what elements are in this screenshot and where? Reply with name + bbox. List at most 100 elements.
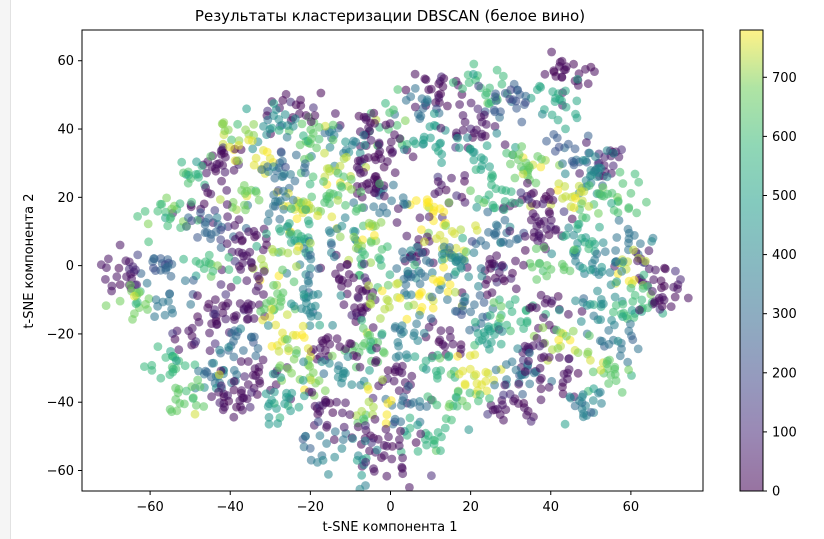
scatter-point (497, 185, 507, 195)
scatter-point (496, 339, 506, 349)
scatter-point (233, 119, 243, 129)
scatter-point (290, 114, 300, 124)
scatter-point (444, 198, 454, 207)
scatter-point (264, 419, 274, 429)
scatter-point (182, 222, 191, 231)
scatter-point (434, 187, 444, 197)
scatter-point (165, 214, 175, 224)
scatter-point (261, 389, 271, 399)
scatter-point (342, 260, 352, 270)
scatter-point (471, 370, 481, 379)
scatter-point (471, 165, 481, 175)
scatter-point (325, 188, 335, 198)
scatter-point (507, 307, 517, 317)
scatter-point (360, 338, 369, 348)
scatter-point (306, 264, 315, 273)
scatter-point (149, 254, 159, 264)
scatter-point (379, 451, 389, 460)
scatter-point (312, 143, 321, 153)
scatter-point (325, 359, 334, 368)
scatter-point (330, 452, 340, 462)
scatter-point (406, 399, 415, 409)
scatter-point (395, 435, 404, 444)
scatter-point (469, 59, 479, 69)
scatter-point (525, 303, 535, 313)
scatter-point (476, 153, 486, 163)
scatter-point (596, 315, 605, 324)
scatter-point (151, 266, 160, 275)
scatter-point (347, 380, 357, 389)
scatter-point (547, 47, 556, 57)
scatter-point (624, 204, 634, 214)
scatter-point (670, 292, 680, 302)
scatter-point (583, 347, 593, 357)
scatter-point (465, 388, 475, 398)
scatter-point (369, 108, 379, 118)
scatter-point (171, 395, 181, 404)
scatter-point (204, 299, 214, 309)
scatter-point (355, 484, 365, 491)
scatter-point (320, 148, 329, 158)
scatter-point (626, 319, 635, 329)
scatter-point (282, 132, 292, 142)
scatter-point (505, 300, 515, 310)
colorbar-tick-label: 500 (772, 189, 797, 204)
scatter-point (364, 281, 373, 290)
scatter-point (594, 209, 603, 218)
scatter-point (553, 115, 563, 125)
scatter-point (453, 255, 462, 265)
scatter-point (354, 111, 364, 121)
scatter-point (532, 85, 542, 95)
y-tick-label: −60 (47, 464, 74, 479)
scatter-point (422, 95, 432, 105)
scatter-point (300, 168, 310, 178)
scatter-point (532, 275, 542, 284)
scatter-point (402, 199, 412, 209)
scatter-point (225, 142, 235, 152)
scatter-point (567, 214, 577, 224)
scatter-point (666, 302, 676, 311)
scatter-point (211, 164, 220, 174)
scatter-point (341, 398, 350, 408)
scatter-point (511, 256, 520, 266)
scatter-point (464, 425, 474, 435)
scatter-point (495, 313, 505, 323)
scatter-point (333, 168, 343, 178)
scatter-point (144, 237, 154, 247)
scatter-point (404, 301, 413, 311)
scatter-point (571, 256, 580, 266)
scatter-point (222, 200, 232, 209)
scatter-point (229, 385, 239, 395)
scatter-point (331, 109, 340, 118)
scatter-point (378, 375, 387, 385)
scatter-point (466, 98, 476, 108)
scatter-point (206, 152, 216, 161)
scatter-point (609, 307, 618, 317)
scatter-point (536, 384, 546, 394)
scatter-point (316, 88, 326, 98)
scatter-point (298, 321, 308, 331)
y-tick-label: 20 (57, 191, 74, 206)
scatter-point (398, 469, 408, 479)
scatter-point (434, 93, 444, 103)
scatter-point (306, 250, 315, 260)
scatter-point (553, 343, 563, 353)
scatter-point (394, 386, 404, 395)
scatter-point (259, 267, 269, 276)
scatter-point (574, 219, 584, 229)
scatter-point (470, 317, 480, 327)
scatter-point (314, 264, 323, 273)
scatter-point (380, 304, 390, 314)
scatter-point (597, 267, 607, 276)
scatter-point (263, 321, 273, 330)
scatter-point (258, 355, 268, 365)
scatter-point (415, 279, 425, 289)
scatter-point (479, 110, 489, 120)
scatter-point (535, 341, 545, 351)
scatter-point (618, 179, 628, 188)
scatter-point (466, 186, 475, 196)
scatter-point (390, 414, 400, 424)
scatter-point (348, 434, 358, 443)
scatter-point (492, 128, 502, 138)
scatter-point (578, 156, 588, 165)
